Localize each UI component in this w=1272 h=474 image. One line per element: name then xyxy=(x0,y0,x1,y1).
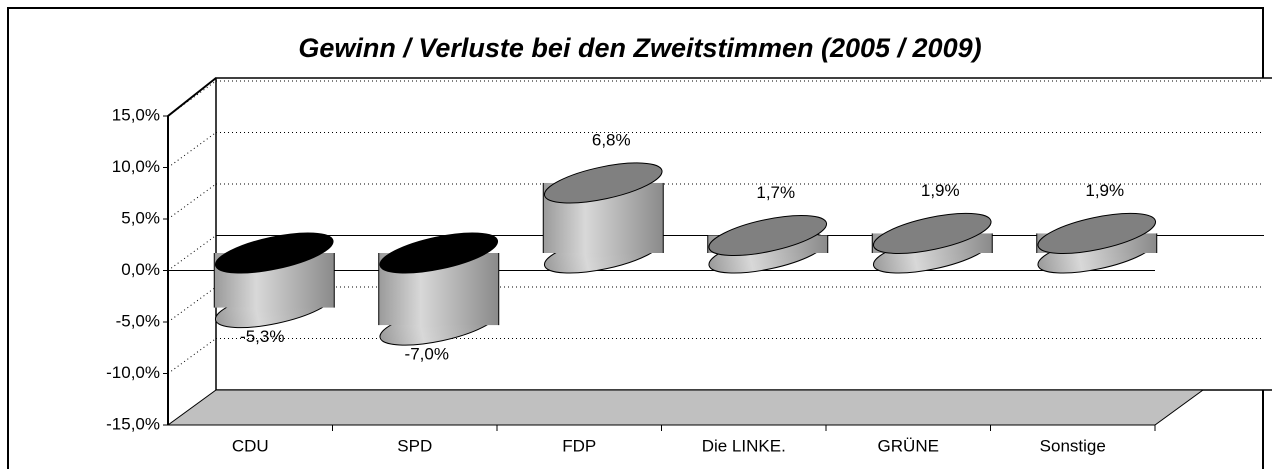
x-tick-label: Sonstige xyxy=(1040,436,1106,455)
data-label: 1,7% xyxy=(756,183,795,202)
data-label: -5,3% xyxy=(240,327,284,346)
x-tick-label: SPD xyxy=(397,436,432,455)
y-tick-label: -10,0% xyxy=(106,363,160,382)
bar-top xyxy=(543,162,663,204)
bar-top xyxy=(379,232,499,274)
bar xyxy=(707,214,829,274)
floor xyxy=(166,389,1205,426)
bar-top xyxy=(1037,212,1157,254)
bar xyxy=(542,162,664,274)
y-tick-label: 10,0% xyxy=(112,157,160,176)
x-tick-label: FDP xyxy=(562,436,596,455)
bar-top xyxy=(708,214,828,257)
x-tick-label: Die LINKE. xyxy=(702,436,786,455)
bar xyxy=(213,232,335,329)
data-label: -7,0% xyxy=(405,345,449,364)
chart-title: Gewinn / Verluste bei den Zweitstimmen (… xyxy=(298,33,981,63)
bar xyxy=(871,212,993,274)
x-tick-label: CDU xyxy=(232,436,269,455)
y-tick-label: -15,0% xyxy=(106,414,160,433)
y-tick-label: -5,0% xyxy=(116,311,160,330)
data-label: 1,9% xyxy=(921,181,960,200)
x-tick-label: GRÜNE xyxy=(878,436,939,455)
bar-top xyxy=(214,232,334,274)
data-label: 1,9% xyxy=(1085,181,1124,200)
bar xyxy=(1036,212,1158,274)
y-tick-label: 5,0% xyxy=(121,208,160,227)
bar xyxy=(378,232,500,346)
bar-top xyxy=(872,212,992,254)
data-label: 6,8% xyxy=(592,130,631,149)
y-tick-label: 0,0% xyxy=(121,260,160,279)
y-tick-label: 15,0% xyxy=(112,105,160,124)
